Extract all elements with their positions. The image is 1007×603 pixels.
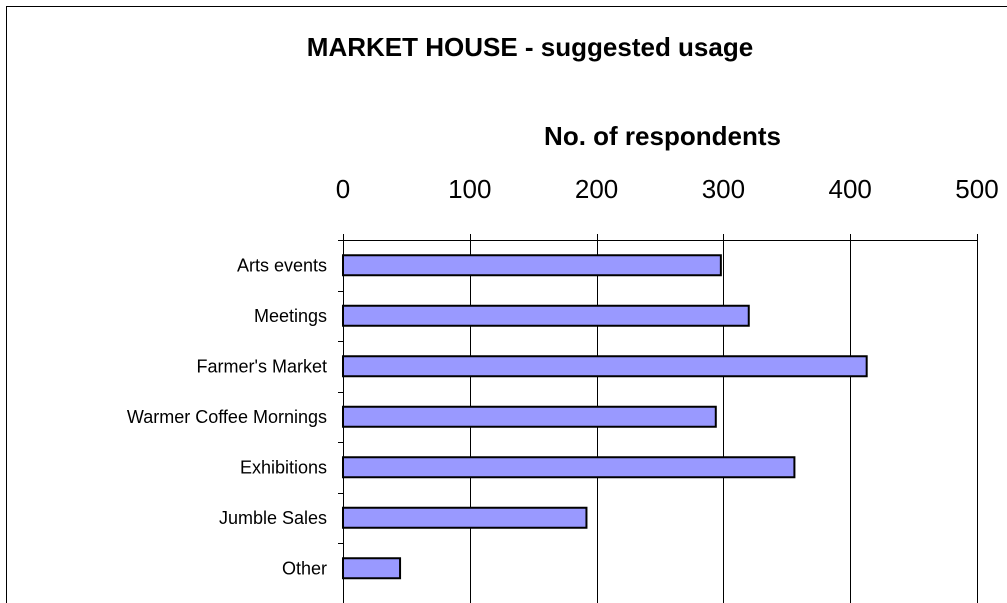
bar-jumble-sales bbox=[342, 506, 588, 529]
bar-arts-events bbox=[342, 254, 722, 277]
bar-other bbox=[342, 557, 402, 580]
bar-exhibitions bbox=[342, 456, 796, 479]
category-label: Jumble Sales bbox=[219, 508, 327, 528]
chart-title: MARKET HOUSE - suggested usage bbox=[306, 32, 754, 62]
x-tick-labels: 0 100 200 300 400 500 bbox=[336, 174, 999, 204]
x-axis-title: No. of respondents bbox=[544, 121, 781, 151]
chart-frame bbox=[6, 6, 1007, 603]
category-label: Other bbox=[282, 558, 327, 578]
category-label: Warmer Coffee Mornings bbox=[127, 407, 327, 427]
axes bbox=[338, 234, 978, 603]
x-tick-label: 300 bbox=[702, 174, 745, 204]
bar-warmer-coffee-mornings bbox=[342, 405, 717, 428]
x-tick-label: 200 bbox=[575, 174, 618, 204]
category-labels: Arts events Meetings Farmer's Market Warmer… bbox=[127, 255, 327, 578]
x-tick-label: 0 bbox=[336, 174, 350, 204]
x-tick-label: 400 bbox=[829, 174, 872, 204]
x-tick-label: 100 bbox=[448, 174, 491, 204]
bar-farmer-s-market bbox=[342, 355, 868, 378]
grid-lines bbox=[470, 240, 978, 603]
category-label: Arts events bbox=[237, 255, 327, 275]
x-tick-label: 500 bbox=[955, 174, 998, 204]
category-label: Meetings bbox=[254, 306, 327, 326]
bar-meetings bbox=[342, 304, 750, 327]
category-label: Farmer's Market bbox=[197, 356, 327, 376]
bars bbox=[342, 254, 868, 580]
category-label: Exhibitions bbox=[240, 457, 327, 477]
